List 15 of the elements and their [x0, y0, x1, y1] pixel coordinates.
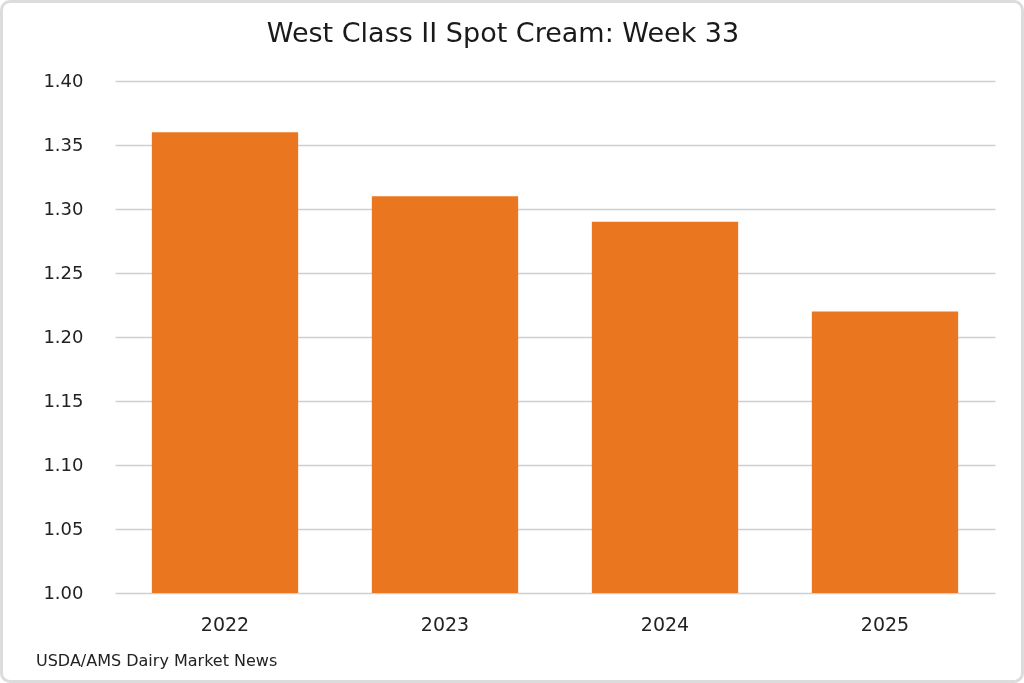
y-tick-label: 1.35	[43, 133, 84, 155]
y-tick-label: 1.00	[43, 581, 84, 603]
y-tick-label: 1.05	[43, 517, 84, 539]
y-tick-label: 1.30	[43, 197, 84, 219]
x-tick-label: 2025	[860, 612, 910, 635]
y-tick-label: 1.20	[43, 325, 84, 347]
chart-title: West Class II Spot Cream: Week 33	[266, 17, 740, 48]
y-tick-label: 1.10	[43, 453, 84, 475]
text: USDA/AMS Dairy Market News	[36, 651, 278, 670]
y-tick-label: 1.25	[43, 261, 84, 283]
y-tick-label: 1.40	[43, 69, 84, 91]
x-tick-label: 2024	[640, 612, 690, 635]
x-tick-label: 2023	[420, 612, 470, 635]
x-tick-label: 2022	[200, 612, 250, 635]
y-tick-label: 1.15	[43, 389, 84, 411]
